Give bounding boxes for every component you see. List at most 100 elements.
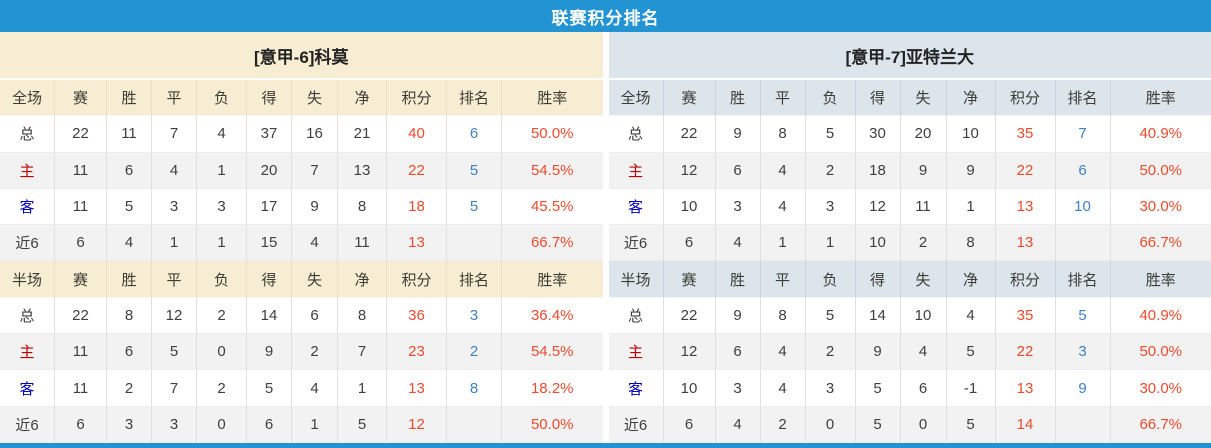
stats-row-last6: 近6 6 4 2 0 5 0 5 14 66.7% [608, 406, 1211, 443]
column-header: 胜 [107, 261, 152, 298]
stat-value: 4 [946, 297, 996, 335]
column-header: 胜率 [502, 261, 603, 298]
stat-value: 0 [197, 406, 247, 443]
stat-value: 30 [855, 116, 901, 153]
column-header: 赛 [55, 80, 107, 117]
stat-value: 4 [292, 370, 338, 407]
column-header: 净 [338, 261, 387, 298]
column-header: 积分 [995, 261, 1056, 298]
stats-row-total: 总 22 9 8 5 30 20 10 35 7 40.9% [608, 116, 1211, 153]
row-label: 客 [608, 370, 664, 407]
column-header-row: 半场赛胜平负得失净积分 排名 胜率 [0, 261, 603, 298]
win-rate-value: 54.5% [502, 153, 603, 189]
stat-value: 4 [107, 225, 152, 262]
column-header: 失 [292, 80, 338, 117]
win-rate-value: 50.0% [502, 116, 603, 153]
stat-value: 7 [152, 116, 197, 153]
stat-value: 20 [247, 152, 292, 189]
stat-value: 1 [152, 225, 197, 262]
stat-value: 2 [805, 152, 856, 189]
stat-value: 0 [900, 406, 947, 443]
stat-value: 6 [55, 406, 107, 443]
rank-value: 5 [447, 152, 502, 189]
stat-value: 9 [900, 152, 947, 189]
column-header: 胜率 [1110, 261, 1211, 298]
column-header: 积分 [387, 80, 447, 117]
column-header: 平 [760, 261, 806, 298]
stat-value: 1 [760, 225, 806, 262]
column-header: 胜 [715, 261, 761, 298]
stat-value: 14 [247, 297, 292, 335]
scope-label: 全场 [608, 80, 664, 117]
stat-value: 10 [663, 370, 716, 407]
stat-value: 4 [760, 152, 806, 189]
stat-value: 5 [247, 370, 292, 407]
stat-value: 6 [715, 334, 761, 371]
column-header: 得 [247, 80, 292, 117]
column-header: 胜率 [1110, 80, 1211, 117]
rank-value: 9 [1055, 370, 1111, 407]
points-value: 13 [995, 188, 1056, 226]
stat-value: 5 [855, 406, 901, 443]
column-header: 失 [900, 80, 947, 117]
points-value: 12 [387, 406, 447, 443]
stats-row-away: 客 11 5 3 3 17 9 8 18 5 45.5% [0, 188, 603, 226]
points-value: 35 [995, 297, 1056, 335]
stat-value: 11 [338, 225, 387, 262]
stat-value: 9 [292, 188, 338, 226]
stat-value: 8 [760, 297, 806, 335]
rank-value: 3 [447, 297, 502, 335]
stat-value: 22 [663, 297, 716, 335]
stat-value: 4 [715, 225, 761, 262]
column-header: 失 [900, 261, 947, 298]
stats-row-away: 客 10 3 4 3 12 11 1 13 10 30.0% [608, 188, 1211, 226]
win-rate-value: 18.2% [502, 370, 603, 407]
column-header: 排名 [447, 80, 502, 117]
column-header: 净 [946, 80, 996, 117]
points-value: 22 [995, 334, 1056, 371]
points-value: 14 [995, 406, 1056, 443]
rank-value: 7 [1055, 116, 1111, 153]
stat-value: 37 [247, 116, 292, 153]
column-header: 排名 [1055, 261, 1111, 298]
points-value: 35 [995, 116, 1056, 153]
scope-label: 全场 [0, 80, 55, 117]
rank-value: 8 [447, 370, 502, 407]
row-label: 主 [0, 334, 55, 371]
rank-value: 10 [1055, 188, 1111, 226]
stat-value: 6 [292, 297, 338, 335]
stat-value: 5 [805, 116, 856, 153]
row-label: 总 [0, 116, 55, 153]
stat-value: 12 [663, 334, 716, 371]
column-header: 积分 [387, 261, 447, 298]
column-header: 负 [197, 80, 247, 117]
stat-value: 6 [55, 225, 107, 262]
stat-value: 17 [247, 188, 292, 226]
column-header: 净 [946, 261, 996, 298]
stats-row-home: 主 11 6 5 0 9 2 7 23 2 54.5% [0, 334, 603, 371]
column-header: 胜 [715, 80, 761, 117]
stat-value: 16 [292, 116, 338, 153]
row-label: 客 [0, 188, 55, 226]
stats-row-last6: 近6 6 4 1 1 10 2 8 13 66.7% [608, 225, 1211, 262]
win-rate-value: 66.7% [1110, 225, 1211, 262]
stat-value: -1 [946, 370, 996, 407]
team-title-right: [意甲-7]亚特兰大 [608, 32, 1211, 80]
stat-value: 12 [152, 297, 197, 335]
win-rate-value: 40.9% [1110, 298, 1211, 335]
team-panel-left: [意甲-6]科莫 全场赛胜平负得失净积分 排名 胜率总 22 11 7 4 37 16 21 40 6… [0, 32, 603, 443]
stat-value: 10 [900, 297, 947, 335]
row-label: 近6 [0, 225, 55, 262]
stat-value: 5 [805, 297, 856, 335]
rank-value: 5 [447, 188, 502, 226]
stat-value: 2 [292, 334, 338, 371]
stat-value: 3 [805, 188, 856, 226]
stat-value: 4 [760, 370, 806, 407]
stat-value: 7 [152, 370, 197, 407]
rank-value: 5 [1055, 297, 1111, 335]
stats-row-away: 客 10 3 4 3 5 6 -1 13 9 30.0% [608, 370, 1211, 407]
stat-value: 2 [760, 406, 806, 443]
row-label: 近6 [608, 225, 664, 262]
stat-value: 0 [197, 334, 247, 371]
stat-value: 11 [55, 370, 107, 407]
